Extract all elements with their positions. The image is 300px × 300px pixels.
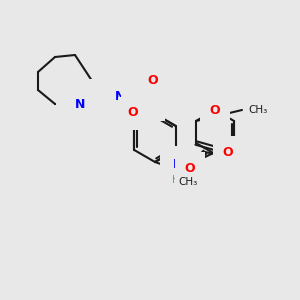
Text: O: O	[185, 161, 195, 175]
Text: O: O	[223, 146, 233, 158]
Text: CH₃: CH₃	[248, 105, 267, 115]
Text: S: S	[138, 90, 148, 104]
Text: O: O	[210, 103, 220, 116]
Text: O: O	[148, 74, 158, 86]
Text: N: N	[115, 91, 125, 103]
Text: O: O	[128, 106, 138, 119]
Text: CH₃: CH₃	[178, 177, 198, 187]
Text: N: N	[173, 158, 183, 172]
Text: N: N	[75, 98, 85, 110]
Text: H: H	[172, 175, 180, 185]
Text: H: H	[117, 82, 125, 92]
